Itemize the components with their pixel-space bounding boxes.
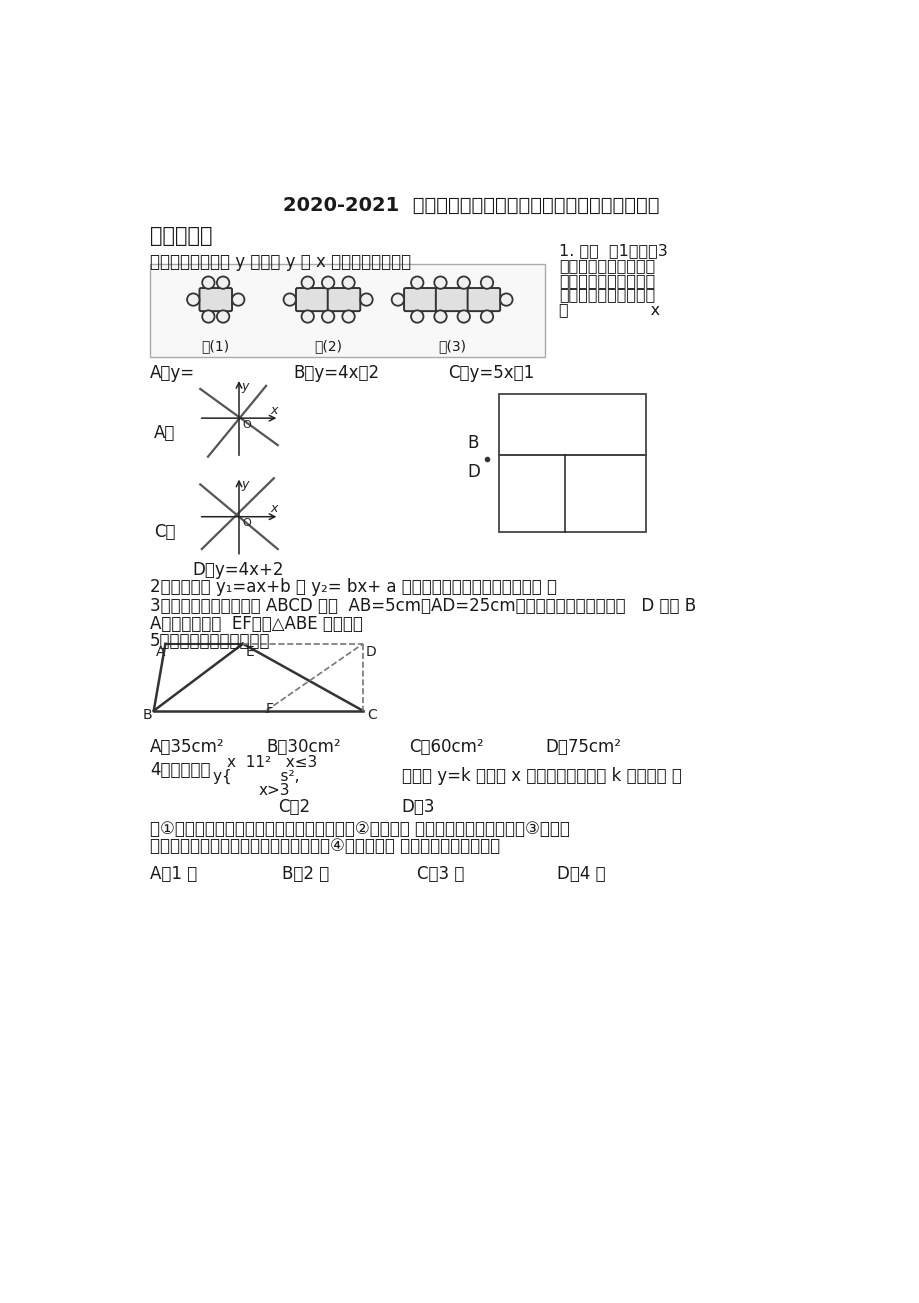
Text: A重合，折痕为  EF，则△ABE 的面积为: A重合，折痕为 EF，则△ABE 的面积为 [150, 615, 362, 632]
Text: C．2: C．2 [278, 797, 310, 816]
Text: x>3: x>3 [258, 783, 289, 799]
Circle shape [232, 293, 244, 306]
Text: 张，摆放的椅子为 y 把，则 y 与 x 之间的关系式为（: 张，摆放的椅子为 y 把，则 y 与 x 之间的关系式为（ [150, 253, 411, 271]
Text: C．: C． [153, 523, 175, 541]
Text: C．3 个: C．3 个 [417, 865, 464, 882]
Text: ）的方式摆放餐桌和椅: ）的方式摆放餐桌和椅 [559, 258, 654, 274]
Text: A．1 个: A．1 个 [150, 865, 197, 882]
Text: B: B [142, 709, 153, 722]
Circle shape [457, 310, 470, 323]
Circle shape [434, 310, 447, 323]
Text: B．y=4x－2: B．y=4x－2 [293, 365, 379, 382]
Text: 2020-2021  重庆巴蜀中学八年级数学下期中一模试题含答案: 2020-2021 重庆巴蜀中学八年级数学下期中一模试题含答案 [283, 197, 659, 215]
FancyBboxPatch shape [467, 288, 500, 311]
Text: x  11²   x≤3: x 11² x≤3 [227, 756, 317, 770]
Circle shape [217, 310, 229, 323]
Circle shape [187, 293, 199, 306]
Text: 子，照这样的方式继续: 子，照这样的方式继续 [559, 272, 654, 288]
Text: A: A [156, 645, 165, 659]
Text: 图(2): 图(2) [313, 340, 342, 353]
Circle shape [500, 293, 512, 306]
Text: O: O [242, 420, 251, 430]
Circle shape [411, 310, 423, 323]
FancyBboxPatch shape [296, 288, 328, 311]
Text: y: y [241, 379, 248, 392]
Circle shape [434, 276, 447, 289]
Circle shape [481, 276, 493, 289]
FancyBboxPatch shape [436, 288, 468, 311]
Text: 1. 按图  （1）－（3: 1. 按图 （1）－（3 [559, 244, 667, 258]
Text: D: D [467, 463, 480, 481]
FancyBboxPatch shape [327, 288, 360, 311]
Text: 一、选择题: 一、选择题 [150, 225, 212, 246]
Circle shape [457, 276, 470, 289]
Text: D．75cm²: D．75cm² [545, 737, 620, 756]
Circle shape [202, 276, 214, 289]
Text: 互相垂直且相等的平行四边形是正方形；④对角线相等 的平行四边形是矩形。: 互相垂直且相等的平行四边形是正方形；④对角线相等 的平行四边形是矩形。 [150, 837, 499, 855]
Text: B: B [467, 434, 479, 452]
Circle shape [301, 310, 313, 323]
Text: ）①对角线互相平分的四边形是平行四边形；②对角线互 相垂直的四边形是菱形；③对角线: ）①对角线互相平分的四边形是平行四边形；②对角线互 相垂直的四边形是菱形；③对角… [150, 820, 569, 838]
Text: E: E [245, 645, 254, 659]
Text: F: F [266, 701, 274, 715]
Circle shape [411, 276, 423, 289]
Text: 3．已知，如图，长方形 ABCD 中，  AB=5cm，AD=25cm，将此长方形折叠，使点   D 与点 B: 3．已知，如图，长方形 ABCD 中， AB=5cm，AD=25cm，将此长方形… [150, 597, 696, 615]
Text: D．y=4x+2: D．y=4x+2 [192, 560, 284, 579]
Text: y{          s²,: y{ s², [213, 769, 300, 784]
Bar [498, 394, 645, 455]
FancyBboxPatch shape [403, 288, 437, 311]
Circle shape [283, 293, 296, 306]
Circle shape [360, 293, 372, 306]
Circle shape [342, 310, 355, 323]
Text: D: D [366, 645, 377, 659]
Text: D．4 个: D．4 个 [556, 865, 605, 882]
Circle shape [217, 276, 229, 289]
Text: 图(1): 图(1) [201, 340, 230, 353]
Text: A．y=: A．y= [150, 365, 195, 382]
Text: 5．下列说法正确的有几个: 5．下列说法正确的有几个 [150, 632, 270, 650]
Text: ，则使 y=k 成立的 x 值恰好有三个，则 k 的值为（ ）: ，则使 y=k 成立的 x 值恰好有三个，则 k 的值为（ ） [402, 767, 681, 784]
Text: A．: A． [153, 425, 175, 442]
Circle shape [322, 310, 334, 323]
Circle shape [322, 276, 334, 289]
Text: 图(3): 图(3) [437, 340, 466, 353]
Text: D．3: D．3 [402, 797, 435, 816]
Circle shape [202, 310, 214, 323]
Text: x: x [270, 404, 278, 417]
Text: x: x [270, 502, 278, 515]
Text: 为                x: 为 x [559, 302, 660, 317]
Text: A．35cm²: A．35cm² [150, 737, 224, 756]
Bar [498, 455, 645, 532]
Text: B．30cm²: B．30cm² [266, 737, 340, 756]
Text: C: C [367, 709, 376, 722]
Text: C．60cm²: C．60cm² [409, 737, 483, 756]
Text: C．y=5x－1: C．y=5x－1 [448, 365, 534, 382]
Text: 4．已知函数: 4．已知函数 [150, 761, 210, 779]
Text: y: y [241, 478, 248, 491]
Circle shape [342, 276, 355, 289]
Bar [150, 265, 545, 357]
Text: B．2 个: B．2 个 [281, 865, 328, 882]
Circle shape [391, 293, 403, 306]
Text: O: O [242, 519, 251, 528]
Circle shape [301, 276, 313, 289]
Text: 摆放，如果摆放的餐桌: 摆放，如果摆放的餐桌 [559, 287, 654, 302]
Circle shape [481, 310, 493, 323]
Text: 2．一次函数 y₁=ax+b 与 y₂= bx+ a 在同一坐标系中的图像可能是（ ）: 2．一次函数 y₁=ax+b 与 y₂= bx+ a 在同一坐标系中的图像可能是… [150, 579, 556, 597]
FancyBboxPatch shape [199, 288, 232, 311]
